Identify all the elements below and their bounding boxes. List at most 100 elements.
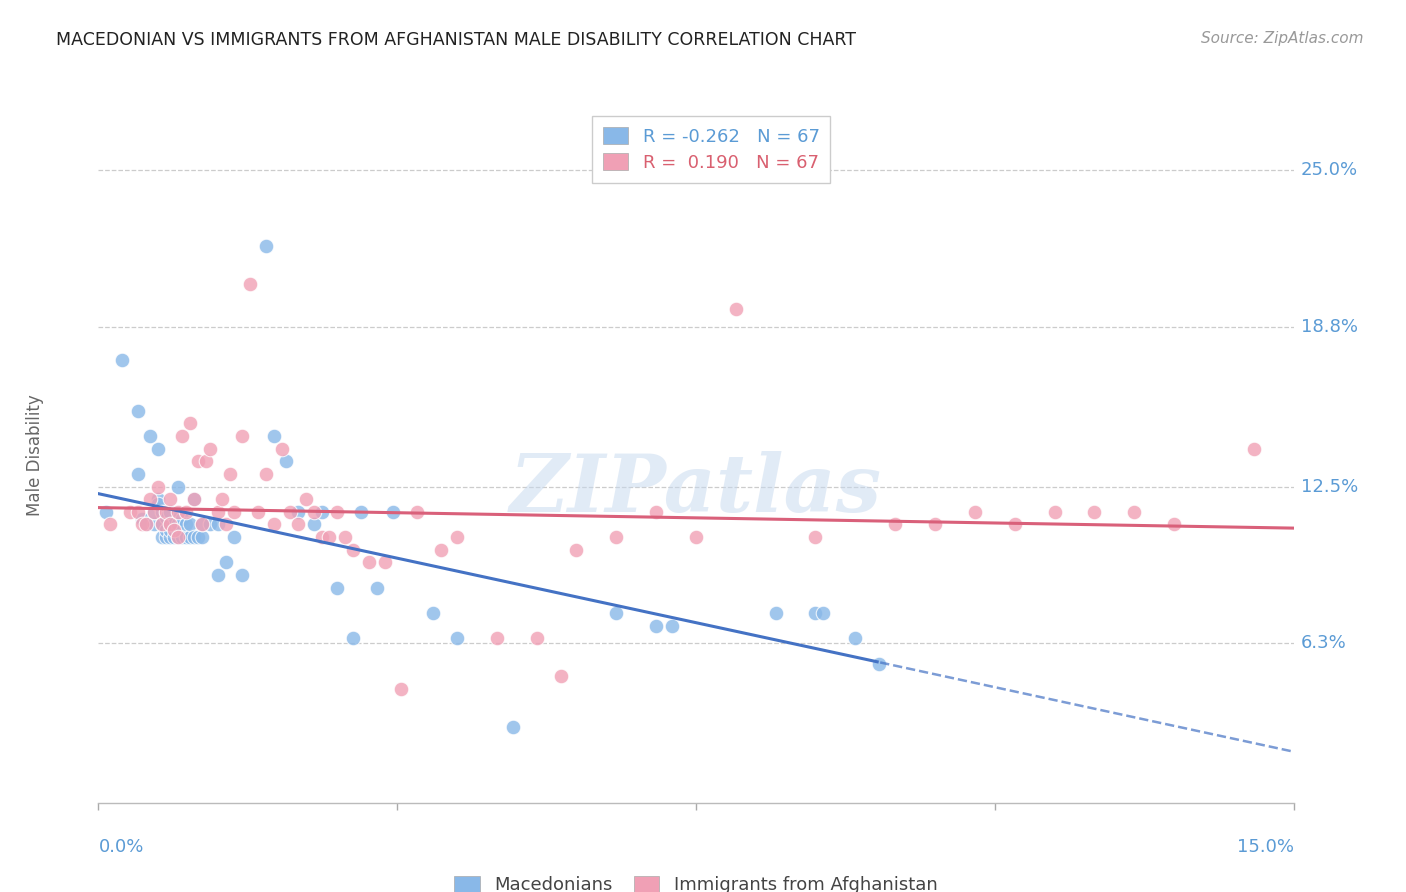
Point [191,530,214,544]
Point [219,467,242,481]
Point [187,530,209,544]
Point [172,429,194,443]
Point [502,720,524,734]
Point [143,505,166,519]
Point [207,505,229,519]
Point [167,505,190,519]
Point [270,442,292,456]
Point [163,517,186,532]
Point [335,530,357,544]
Point [350,505,373,519]
Point [294,492,316,507]
Point [155,530,177,544]
Point [724,302,747,317]
Point [163,523,186,537]
Point [661,618,683,632]
Point [135,517,157,532]
Point [159,523,181,537]
Point [174,517,197,532]
Point [155,523,177,537]
Point [884,517,907,532]
Point [159,530,181,544]
Point [446,632,468,646]
Point [813,606,835,620]
Point [174,505,197,519]
Point [311,505,333,519]
Point [179,530,201,544]
Text: 6.3%: 6.3% [1301,634,1347,652]
Text: Male Disability: Male Disability [27,394,44,516]
Point [1004,517,1026,532]
Point [254,239,277,253]
Point [211,492,233,507]
Point [191,517,214,532]
Point [963,505,986,519]
Point [139,429,162,443]
Point [167,530,190,544]
Point [326,505,349,519]
Point [167,523,190,537]
Point [765,606,787,620]
Legend: Macedonians, Immigrants from Afghanistan: Macedonians, Immigrants from Afghanistan [447,869,945,892]
Text: ZIPatlas: ZIPatlas [510,451,882,528]
Point [605,606,627,620]
Point [179,517,201,532]
Point [287,505,309,519]
Point [550,669,572,683]
Point [342,542,364,557]
Point [685,530,707,544]
Point [239,277,262,292]
Point [231,568,253,582]
Point [302,517,325,532]
Point [526,632,548,646]
Point [187,454,209,468]
Point [131,512,153,526]
Point [1123,505,1146,519]
Point [359,556,381,570]
Point [183,492,205,507]
Point [222,505,245,519]
Point [1083,505,1105,519]
Point [191,517,214,532]
Point [207,568,229,582]
Point [155,505,177,519]
Point [804,606,827,620]
Point [382,505,405,519]
Point [148,479,170,493]
Point [155,509,177,524]
Point [183,492,205,507]
Point [215,517,238,532]
Point [111,353,134,368]
Point [446,530,468,544]
Point [127,505,149,519]
Point [167,517,190,532]
Point [127,467,149,481]
Point [150,517,173,532]
Point [207,517,229,532]
Point [150,517,173,532]
Point [924,517,946,532]
Point [198,517,221,532]
Point [263,429,285,443]
Point [231,429,253,443]
Point [143,505,166,519]
Point [148,492,170,507]
Point [485,632,508,646]
Point [179,417,201,431]
Point [246,505,269,519]
Point [148,497,170,511]
Point [804,530,827,544]
Point [868,657,890,671]
Point [422,606,444,620]
Point [167,479,190,493]
Text: 0.0%: 0.0% [98,838,143,856]
Point [148,442,170,456]
Point [159,505,181,519]
Point [318,530,340,544]
Point [143,517,166,532]
Point [278,505,301,519]
Point [96,505,118,519]
Point [430,542,453,557]
Point [302,505,325,519]
Point [565,542,588,557]
